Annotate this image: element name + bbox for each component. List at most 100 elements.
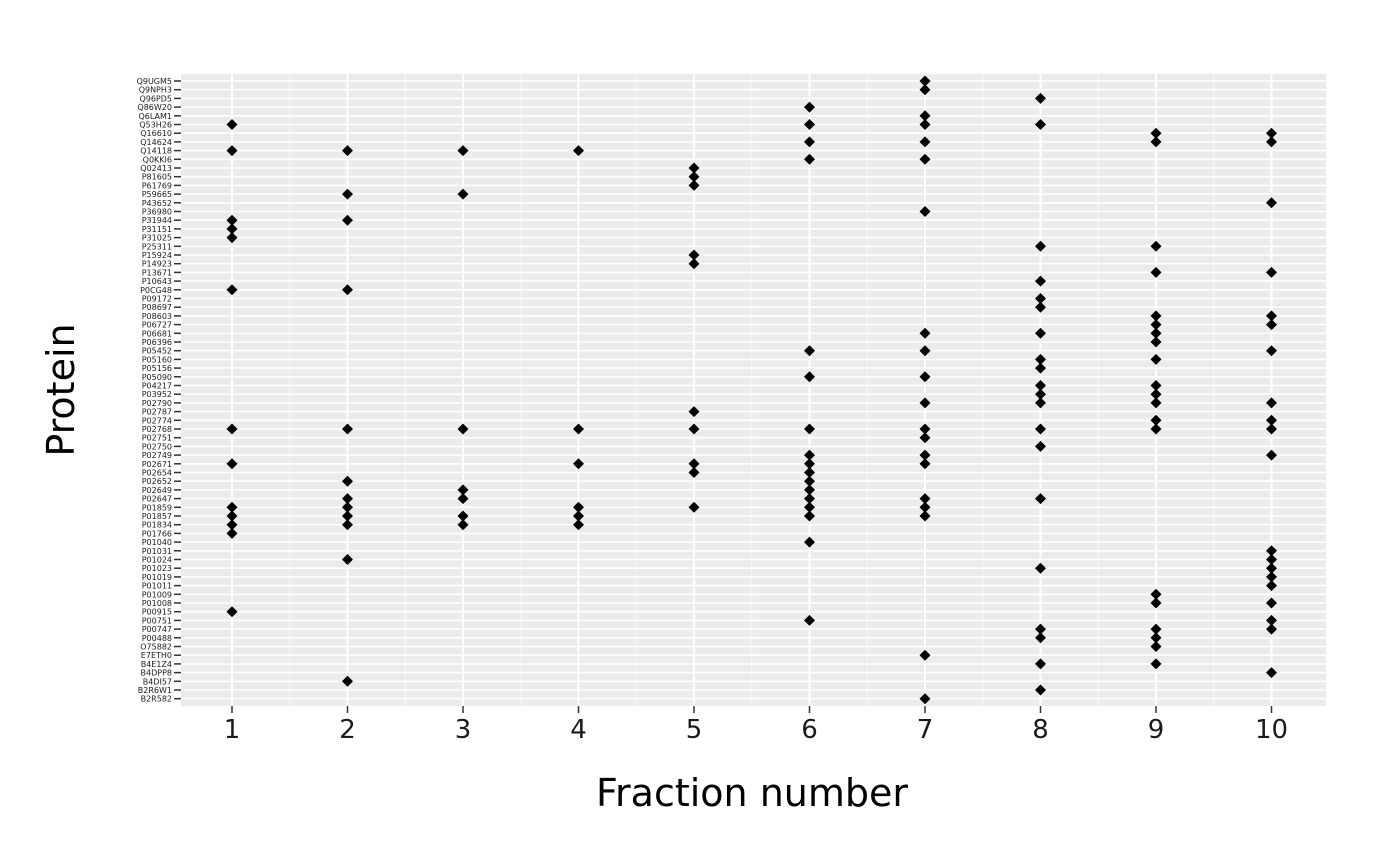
data-point [688,423,700,435]
data-point [919,423,931,435]
y-tick-label: B4DPP8 [141,669,172,678]
data-point [457,510,469,522]
data-point [919,649,931,661]
data-points [226,75,1277,705]
data-point [342,423,353,435]
y-tick-label: P05452 [142,347,172,356]
data-point [1266,310,1277,322]
data-point [1035,397,1046,409]
y-tick-label: P14923 [142,260,172,269]
grid-minor [289,74,1215,706]
data-point [688,467,700,478]
data-point [1150,380,1162,391]
y-tick-label: P06727 [142,321,172,330]
data-point [1150,136,1162,148]
y-tick-label: P15924 [142,251,172,260]
data-point [1035,562,1046,574]
data-point [573,145,584,157]
data-point [573,423,584,435]
y-tick-label: P01024 [142,556,172,565]
y-axis-title: Protein [39,323,83,456]
y-tick-label: B2R6W1 [138,686,172,695]
x-tick-label: 7 [917,715,934,745]
data-point [226,232,238,244]
y-tick-label: P01031 [142,547,172,556]
x-axis: 1 2 3 4 5 6 7 8 9 10 [224,706,1288,745]
y-tick-label: B4E1Z4 [141,660,172,669]
data-point [342,510,353,522]
data-point [919,510,931,522]
data-point [1035,440,1046,452]
data-point [1150,336,1162,348]
y-tick-label: P08697 [142,303,172,312]
data-point [226,223,238,235]
y-tick-label: P08603 [142,312,172,321]
data-point [688,458,700,470]
data-point [1150,266,1162,278]
y-tick-label: P00488 [142,634,172,643]
data-point [919,397,931,409]
data-point [804,423,815,435]
data-point [226,145,238,157]
data-point [688,179,700,191]
data-point [1266,345,1277,357]
data-point [457,145,469,157]
data-point [1150,641,1162,652]
data-point [1266,667,1277,679]
y-tick-label: P02649 [142,486,172,495]
data-point [226,458,238,470]
y-tick-label: P00751 [142,616,172,625]
y-tick-label: P01040 [142,538,172,547]
y-tick-label: P43652 [142,199,172,208]
y-tick-label: P61769 [142,181,172,190]
data-point [1150,353,1162,365]
data-point [1150,327,1162,339]
data-point [919,153,931,165]
data-point [804,536,815,548]
y-tick-label: P01859 [142,503,172,512]
data-point [688,162,700,174]
data-point [1266,562,1277,574]
data-point [1035,388,1046,400]
data-point [342,554,353,565]
data-point [342,493,353,505]
data-point [919,501,931,513]
data-point [226,284,238,296]
y-tick-label: P31151 [142,225,172,234]
data-point [919,449,931,461]
data-point [804,153,815,165]
data-point [342,284,353,296]
y-tick-label: P03952 [142,390,172,399]
y-tick-label: P02750 [142,442,172,451]
data-point [804,614,815,626]
data-point [1266,623,1277,635]
grid-major-y [181,80,1326,700]
data-point [804,467,815,478]
data-point [1035,380,1046,391]
data-point [804,484,815,496]
data-point [688,171,700,183]
data-point [1035,301,1046,313]
y-tick-label: Q86W20 [137,103,172,112]
data-point [804,449,815,461]
data-point [1266,423,1277,435]
data-point [1266,597,1277,609]
data-point [919,136,931,148]
y-tick-label: P01834 [142,521,172,530]
data-point [804,475,815,487]
data-point [226,527,238,539]
data-point [1035,632,1046,644]
data-point [1150,658,1162,670]
data-point [919,75,931,87]
data-point [226,423,238,435]
data-point [1035,353,1046,365]
data-point [1035,293,1046,304]
x-tick-label: 3 [455,715,472,745]
y-tick-label: B4DI57 [143,677,172,686]
y-tick-label: P59665 [142,190,172,199]
y-tick-label: P06681 [142,329,172,338]
data-point [226,519,238,531]
y-tick-label: P01857 [142,512,172,521]
y-tick-label: P01011 [142,582,172,591]
y-tick-label: P01008 [142,599,172,608]
